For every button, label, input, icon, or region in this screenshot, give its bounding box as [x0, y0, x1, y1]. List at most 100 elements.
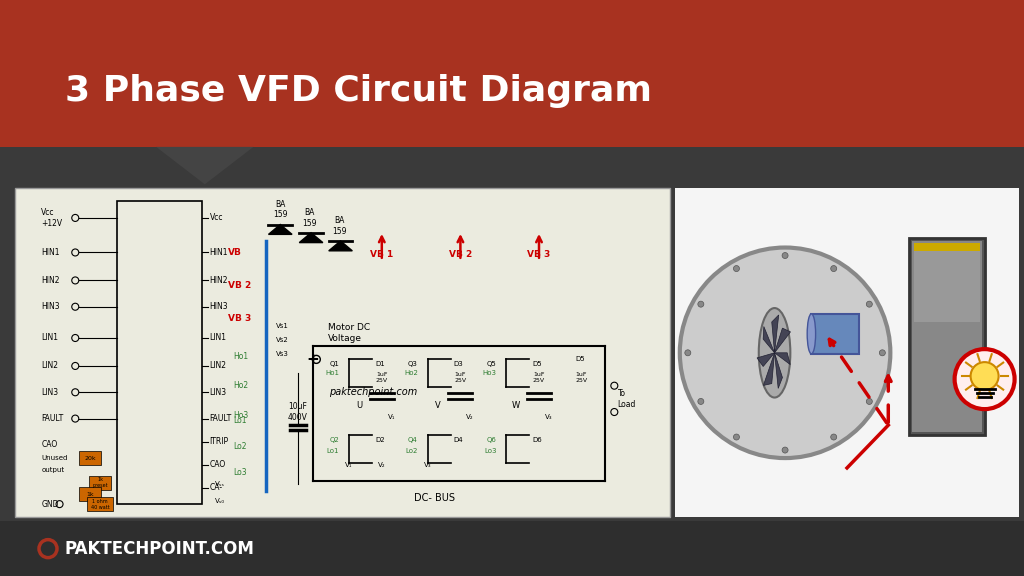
Text: 1uF
25V: 1uF 25V — [575, 372, 587, 383]
Text: Q1: Q1 — [330, 361, 339, 367]
Text: Vs3: Vs3 — [275, 351, 289, 357]
Circle shape — [733, 434, 739, 440]
Polygon shape — [329, 241, 352, 251]
Text: BA
159: BA 159 — [273, 200, 288, 219]
Text: Q3: Q3 — [408, 361, 418, 367]
Text: 1k: 1k — [86, 492, 94, 497]
Text: BA
159: BA 159 — [332, 217, 346, 236]
Circle shape — [697, 301, 703, 307]
Text: Lo2: Lo2 — [406, 449, 418, 454]
Text: V₁: V₁ — [388, 414, 395, 420]
Text: Vₛ₀: Vₛ₀ — [215, 498, 225, 504]
Text: D2: D2 — [375, 437, 385, 443]
Bar — [912, 241, 982, 432]
Polygon shape — [268, 225, 292, 234]
Text: LIN3: LIN3 — [41, 388, 58, 397]
Text: Vₛₛ: Vₛₛ — [215, 482, 225, 487]
Text: Ho1: Ho1 — [326, 370, 339, 376]
Text: HIN2: HIN2 — [41, 276, 59, 285]
Polygon shape — [763, 327, 774, 353]
Text: Q6: Q6 — [486, 437, 497, 443]
Bar — [15, 188, 670, 517]
Text: VB 3: VB 3 — [527, 249, 551, 259]
Text: VB 3: VB 3 — [228, 314, 251, 323]
Text: 1 ohm
40 watt: 1 ohm 40 watt — [91, 499, 110, 510]
Polygon shape — [774, 353, 782, 388]
Text: D5: D5 — [575, 357, 585, 362]
Text: VB 1: VB 1 — [370, 249, 393, 259]
Text: Q5: Q5 — [486, 361, 497, 367]
Polygon shape — [774, 328, 791, 353]
Text: Motor DC
Voltage: Motor DC Voltage — [328, 323, 371, 343]
Bar — [0, 147, 1024, 576]
Polygon shape — [157, 147, 254, 184]
Text: FAULT: FAULT — [210, 414, 231, 423]
Text: Lo1: Lo1 — [233, 416, 247, 425]
Text: V₃: V₃ — [545, 414, 553, 420]
Text: Q4: Q4 — [409, 437, 418, 443]
Text: Ho2: Ho2 — [233, 381, 248, 390]
Polygon shape — [774, 353, 791, 365]
Bar — [914, 242, 980, 251]
Circle shape — [697, 399, 703, 404]
Bar — [89, 476, 112, 490]
Circle shape — [830, 434, 837, 440]
Text: D5: D5 — [532, 361, 542, 367]
Polygon shape — [764, 353, 774, 385]
Circle shape — [954, 349, 1015, 409]
Text: Q2: Q2 — [330, 437, 339, 443]
Text: Ho2: Ho2 — [403, 370, 418, 376]
Text: DC- BUS: DC- BUS — [414, 492, 455, 502]
Text: V: V — [434, 401, 440, 410]
Circle shape — [971, 362, 998, 390]
Text: Ho1: Ho1 — [233, 351, 248, 361]
Text: V₂: V₂ — [466, 414, 474, 420]
Text: W: W — [512, 401, 520, 410]
Bar — [811, 314, 859, 354]
Ellipse shape — [807, 314, 815, 354]
Text: Vcc
+12V: Vcc +12V — [41, 209, 62, 228]
Text: 1k
preset: 1k preset — [92, 478, 108, 488]
Text: HIN3: HIN3 — [41, 302, 59, 311]
Bar — [675, 188, 1019, 517]
Text: V₁: V₁ — [345, 461, 353, 468]
Text: CAO: CAO — [210, 460, 225, 469]
Text: Lo3: Lo3 — [484, 449, 497, 454]
Text: ITRIP: ITRIP — [210, 437, 228, 446]
Circle shape — [685, 350, 691, 356]
Text: LIN3: LIN3 — [210, 388, 226, 397]
Circle shape — [880, 350, 886, 356]
Bar — [117, 202, 202, 504]
Circle shape — [830, 266, 837, 271]
Text: LIN2: LIN2 — [210, 362, 226, 370]
Polygon shape — [772, 315, 778, 353]
Text: HIN1: HIN1 — [41, 248, 59, 257]
Text: 20k: 20k — [85, 456, 96, 461]
Bar — [914, 242, 980, 321]
Text: FAULT: FAULT — [41, 414, 63, 423]
Text: LIN2: LIN2 — [41, 362, 58, 370]
Circle shape — [782, 447, 788, 453]
Text: V₃: V₃ — [424, 461, 431, 468]
Text: Lo2: Lo2 — [233, 442, 247, 451]
Text: 1uF
25V: 1uF 25V — [376, 372, 388, 383]
Bar — [909, 238, 985, 435]
Text: Vs2: Vs2 — [275, 338, 289, 343]
Text: LIN1: LIN1 — [41, 334, 58, 343]
Bar — [79, 451, 101, 465]
Text: +: + — [306, 352, 319, 367]
Text: D6: D6 — [532, 437, 542, 443]
Text: LIN1: LIN1 — [210, 334, 226, 343]
Text: D4: D4 — [454, 437, 464, 443]
Text: paktechpoint.com: paktechpoint.com — [330, 387, 418, 397]
Text: U: U — [355, 401, 361, 410]
Bar — [87, 497, 113, 511]
Text: GND: GND — [41, 499, 58, 509]
Text: V₂: V₂ — [378, 461, 386, 468]
Text: HIN1: HIN1 — [210, 248, 228, 257]
Text: 1uF
25V: 1uF 25V — [532, 372, 545, 383]
Text: Ho3: Ho3 — [482, 370, 497, 376]
Ellipse shape — [759, 308, 791, 397]
Circle shape — [733, 266, 739, 271]
Text: 1uF
25V: 1uF 25V — [455, 372, 467, 383]
